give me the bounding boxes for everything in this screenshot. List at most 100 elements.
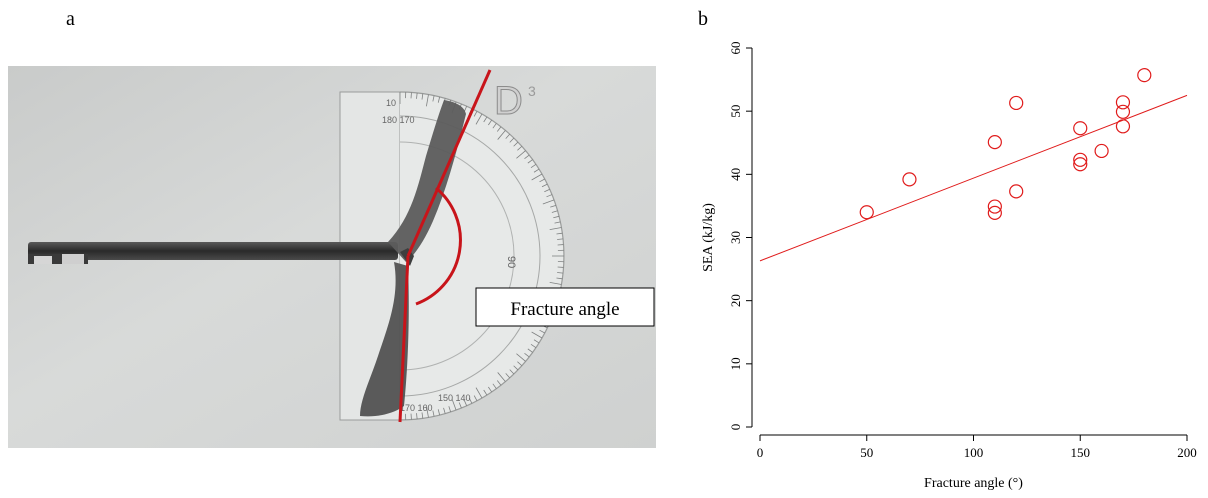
protractor-tick <box>483 116 488 123</box>
sea-vs-fracture-angle-chart: 0 10 20 30 40 50 60 0 50 100 150 200 Fracture angle… <box>701 42 1197 492</box>
protractor-tick <box>483 389 488 396</box>
protractor-tick <box>509 369 515 375</box>
protractor-tick <box>533 339 540 344</box>
data-point <box>1115 95 1131 110</box>
protractor-tick <box>497 130 506 140</box>
protractor-tick <box>416 92 418 99</box>
x-tick-label: 200 <box>1177 445 1197 460</box>
y-tick-label: 10 <box>728 357 743 370</box>
protractor-tick <box>421 93 424 100</box>
svg-text:D: D <box>494 79 523 123</box>
protractor-tick <box>492 123 497 129</box>
protractor-tick <box>524 352 530 358</box>
protractor-tick <box>517 145 523 151</box>
x-tick-label: 150 <box>1071 445 1091 460</box>
protractor-tick <box>533 168 540 173</box>
specimen-bar <box>28 242 398 264</box>
svg-text:170 160: 170 160 <box>400 403 433 413</box>
protractor-tick <box>421 412 424 419</box>
protractor-tick <box>463 400 468 406</box>
protractor-tick <box>551 210 558 213</box>
protractor-tick <box>451 398 457 411</box>
protractor-tick <box>542 199 555 205</box>
x-tick-label: 0 <box>757 445 764 460</box>
protractor-tick <box>458 402 462 409</box>
data-point <box>1137 68 1152 83</box>
x-tick-label: 50 <box>860 445 873 460</box>
data-point <box>1094 143 1109 159</box>
protractor-tick <box>437 409 441 416</box>
protractor-tick <box>554 221 561 224</box>
protractor-tick <box>426 405 429 418</box>
protractor-tick <box>432 410 435 417</box>
y-tick-label: 60 <box>728 42 743 55</box>
data-point <box>987 205 1002 220</box>
protractor-tick <box>448 406 452 413</box>
protractor-tick <box>556 232 563 235</box>
protractor-tick <box>549 282 562 285</box>
data-point <box>859 205 874 220</box>
protractor-tick <box>488 386 493 393</box>
y-tick-label: 40 <box>728 168 743 181</box>
protractor-tick <box>556 277 563 280</box>
protractor-tick <box>541 183 548 188</box>
protractor-tick <box>443 407 446 414</box>
y-tick-label: 0 <box>728 424 743 431</box>
protractor-tick <box>437 96 441 103</box>
protractor-tick <box>524 154 530 160</box>
protractor-tick <box>475 387 483 399</box>
x-axis-title: Fracture angle (°) <box>924 476 1023 491</box>
specimen-photo: 10 180 170 90 150 140 170 160 D 3 Fractu… <box>8 66 656 448</box>
data-point <box>1073 121 1088 136</box>
data-point <box>1009 95 1024 111</box>
protractor-tick <box>527 348 533 353</box>
protractor-tick <box>530 344 537 349</box>
protractor-tick <box>496 126 502 132</box>
protractor-tick <box>546 194 553 198</box>
protractor-tick <box>557 238 564 240</box>
svg-text:Fracture angle: Fracture angle <box>510 299 619 320</box>
protractor-tick <box>550 204 557 208</box>
protractor-tick <box>426 94 429 107</box>
data-point <box>1073 157 1088 172</box>
protractor-tick <box>531 331 543 339</box>
protractor-tick <box>549 227 562 230</box>
y-tick-label: 20 <box>728 294 743 307</box>
data-point <box>1115 119 1131 134</box>
protractor-tick <box>416 413 418 420</box>
protractor-tick <box>539 329 545 334</box>
fracture-angle-callout: Fracture angle <box>475 287 655 327</box>
svg-text:180 170: 180 170 <box>382 115 415 125</box>
protractor-tick <box>496 380 502 386</box>
protractor-tick <box>488 119 493 126</box>
data-point <box>1073 152 1088 167</box>
fracture-angle-overlay <box>398 69 492 423</box>
protractor-tick <box>492 383 497 389</box>
protractor-tick <box>505 133 511 139</box>
protractor-tick <box>505 373 511 379</box>
svg-text:10: 10 <box>386 98 396 108</box>
protractor-tick <box>513 365 519 371</box>
regression-line <box>759 94 1188 262</box>
svg-text:3: 3 <box>528 83 536 99</box>
protractor-tick <box>517 361 523 367</box>
protractor-tick <box>553 215 560 219</box>
protractor-tick <box>513 141 519 147</box>
protractor-tick <box>544 188 550 193</box>
svg-text:90: 90 <box>505 256 517 268</box>
y-axis-title: SEA (kJ/kg) <box>701 203 716 272</box>
protractor-tick <box>539 178 545 183</box>
data-point <box>902 172 917 187</box>
data-point <box>987 135 1002 150</box>
protractor-tick <box>516 353 526 362</box>
data-point <box>1115 104 1131 119</box>
data-point <box>987 199 1002 214</box>
protractor-tick <box>530 163 537 168</box>
x-tick-label: 100 <box>964 445 984 460</box>
svg-text:150 140: 150 140 <box>438 393 471 403</box>
y-tick-label: 50 <box>728 105 743 118</box>
protractor-mark: D 3 <box>494 79 537 124</box>
y-tick-label: 30 <box>728 231 743 244</box>
protractor-tick <box>432 95 435 102</box>
protractor-tick <box>497 372 506 382</box>
